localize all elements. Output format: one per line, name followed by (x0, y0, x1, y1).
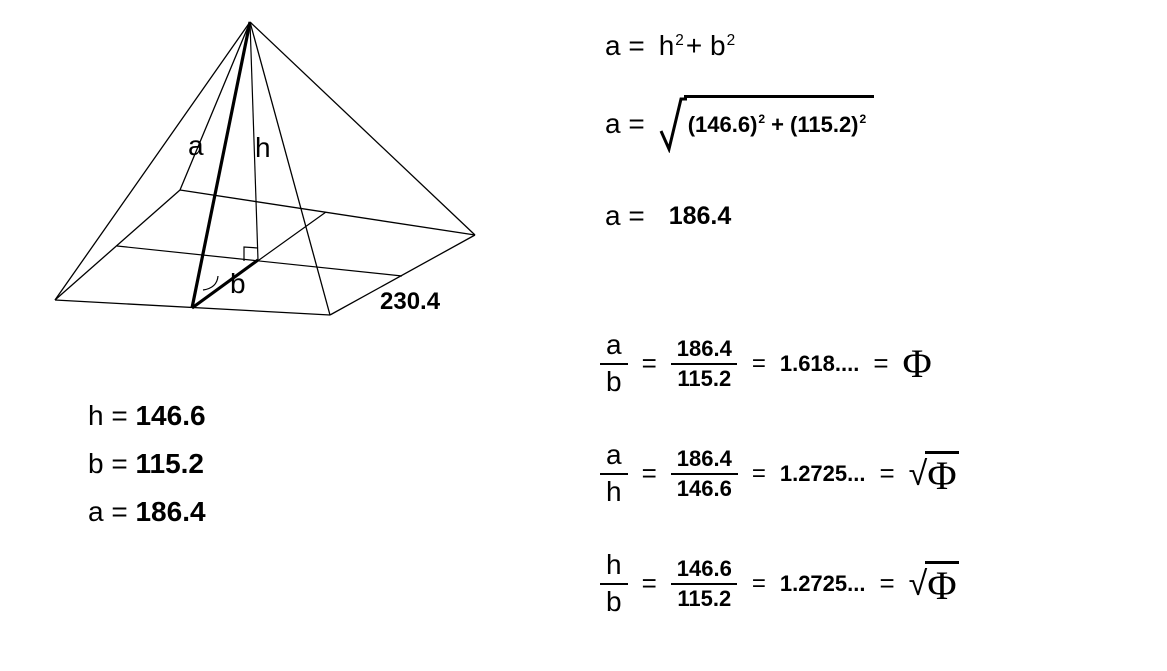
eq2-t2-base: (115.2) (790, 112, 859, 137)
figure-root: a h b 230.4 h = 146.6 b = 115.2 a = 186.… (0, 0, 1167, 671)
radical-glyph-2: √ (909, 567, 928, 601)
ratio1-num: a (600, 330, 628, 363)
eq2-plus: + (771, 112, 784, 138)
eq3-lhs: a = (605, 200, 645, 232)
ratio3: h b = 146.6 115.2 = 1.2725... = √ Φ (600, 550, 959, 618)
ratio2-vals: 186.4 146.6 (671, 447, 738, 501)
sqrt-phi-icon-2: √ Φ (909, 561, 959, 606)
ratio3-num: h (600, 550, 628, 583)
eq1-lhs: a = (605, 30, 645, 62)
ratio3-eq2: = (752, 570, 766, 598)
ratio2: a h = 186.4 146.6 = 1.2725... = √ Φ (600, 440, 959, 508)
ratio1-vden: 115.2 (671, 363, 737, 391)
ratio1-res: 1.618.... (780, 351, 860, 377)
ratio3-res: 1.2725... (780, 571, 866, 597)
b-value: 115.2 (135, 448, 204, 479)
ratio1-eq1: = (642, 348, 657, 379)
b-row: b = 115.2 (88, 448, 204, 480)
ratio3-vnum: 146.6 (671, 557, 738, 583)
ratio3-phi: Φ (925, 561, 958, 606)
h-row: h = 146.6 (88, 400, 206, 432)
annot-b: b (230, 268, 246, 300)
eq1-h: h2+ b2 (659, 30, 735, 62)
pyramid-diagram: a h b 230.4 (20, 10, 500, 340)
eq2-t1-exp: 2 (758, 112, 765, 126)
annot-h: h (255, 132, 271, 164)
phi-icon: Φ (903, 344, 932, 384)
a-label: a = (88, 496, 128, 527)
ratio3-hb: h b (600, 550, 628, 618)
ratio2-den: h (600, 473, 628, 508)
ratio2-ah: a h (600, 440, 628, 508)
eq1-plus: + (686, 30, 702, 61)
ratio2-vden: 146.6 (671, 473, 738, 501)
eq2-under: (146.6)2 + (115.2)2 (684, 95, 875, 145)
ratio2-phi: Φ (925, 451, 958, 496)
base-edge-label: 230.4 (380, 288, 440, 316)
ratio2-res: 1.2725... (780, 461, 866, 487)
eq2-lhs: a = (605, 108, 645, 140)
eq2: a = (146.6)2 + (115.2)2 (605, 95, 874, 153)
annot-a: a (188, 130, 204, 162)
ratio3-eq1: = (642, 568, 657, 599)
ratio2-eq2: = (752, 460, 766, 488)
eq2-t1: (146.6)2 (688, 112, 765, 138)
ratio3-eq3: = (879, 568, 894, 599)
sqrt-phi-icon: √ Φ (909, 451, 959, 496)
ratio1-vals: 186.4 115.2 (671, 337, 738, 391)
ratio1-vnum: 186.4 (671, 337, 738, 363)
ratio2-num: a (600, 440, 628, 473)
ratio2-eq3: = (879, 458, 894, 489)
ratio3-den: b (600, 583, 628, 618)
radical-icon (659, 95, 687, 153)
ratio1-eq2: = (752, 350, 766, 378)
eq3-val: 186.4 (669, 202, 732, 231)
ratio2-eq1: = (642, 458, 657, 489)
a-value: 186.4 (135, 496, 205, 527)
ratio3-vden: 115.2 (671, 583, 737, 611)
eq1-h-base: h (659, 30, 675, 61)
eq1-b-base: b (710, 30, 726, 61)
ratio1: a b = 186.4 115.2 = 1.618.... = Φ (600, 330, 932, 398)
eq2-t2-exp: 2 (860, 112, 867, 126)
ratio1-eq3: = (873, 348, 888, 379)
ratio1-ab: a b (600, 330, 628, 398)
ratio2-vnum: 186.4 (671, 447, 738, 473)
ratio1-den: b (600, 363, 628, 398)
eq1-b-exp: 2 (727, 32, 736, 49)
eq2-sqrt: (146.6)2 + (115.2)2 (659, 95, 875, 153)
eq2-t2: (115.2)2 (790, 112, 866, 138)
h-label: h = (88, 400, 128, 431)
b-label: b = (88, 448, 128, 479)
h-value: 146.6 (135, 400, 205, 431)
ratio3-vals: 146.6 115.2 (671, 557, 738, 611)
eq1: a = h2+ b2 (605, 30, 735, 62)
radical-glyph: √ (909, 457, 928, 491)
eq1-h-exp: 2 (675, 32, 684, 49)
eq3: a = 186.4 (605, 200, 731, 232)
eq2-t1-base: (146.6) (688, 112, 758, 137)
a-row: a = 186.4 (88, 496, 206, 528)
